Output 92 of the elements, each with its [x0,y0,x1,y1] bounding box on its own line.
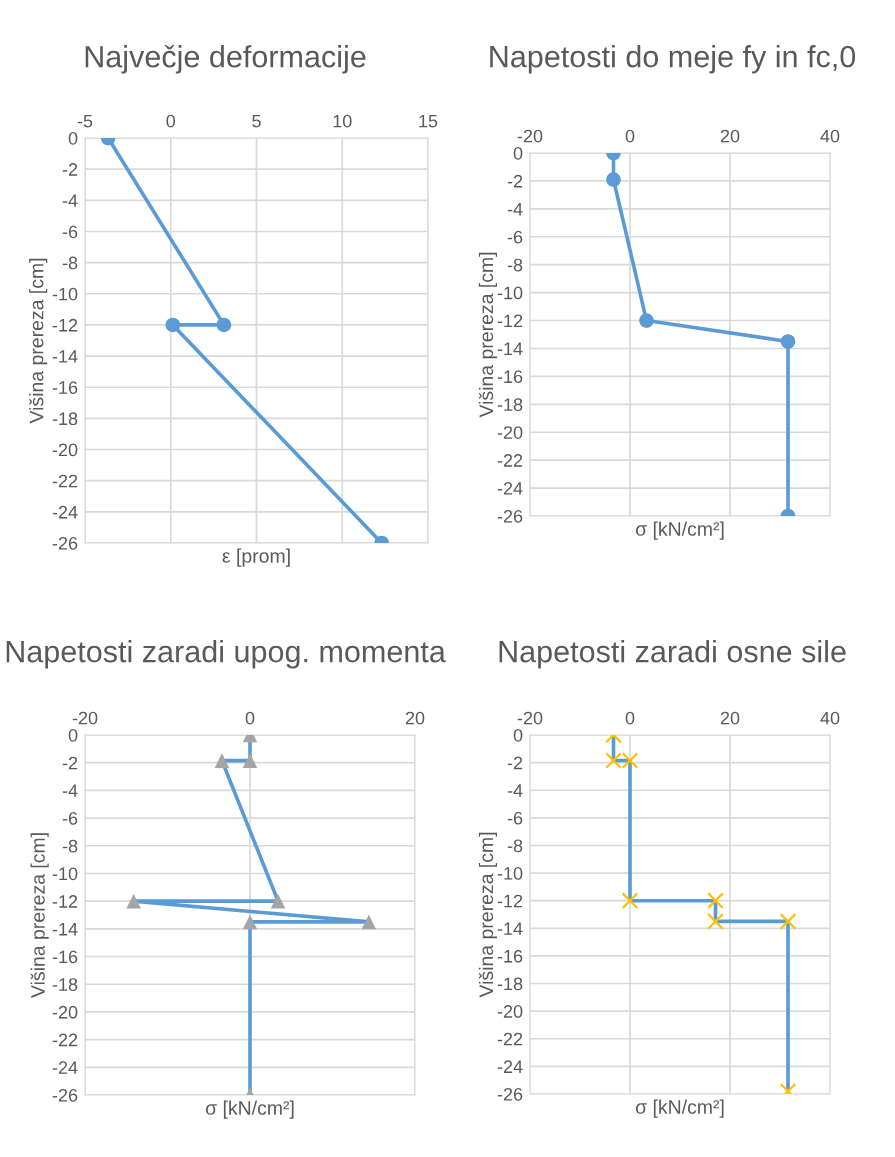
y-tick-label: -2 [507,756,523,770]
y-tick-label: -6 [62,812,78,825]
y-tick-label: -12 [52,318,78,332]
y-tick-label: -24 [52,505,78,519]
y-tick-label: -4 [62,784,78,797]
y-tick-label: -4 [62,194,78,207]
y-tick-label: -6 [62,225,78,239]
point [707,892,724,910]
y-tick-label: -8 [62,256,78,270]
y-axis-title: Višina prereza [cm] [30,833,49,998]
y-tick-label: 0 [513,146,523,160]
point [126,893,141,909]
x-tick-label: -5 [77,114,93,128]
x-tick-label: 0 [245,711,255,725]
y-tick-label: -10 [497,286,523,300]
y-tick-label: -26 [52,1088,78,1102]
x-tick-label: 15 [419,114,438,128]
y-tick-label: -8 [507,258,523,272]
y-tick-label: -20 [52,443,78,457]
y-tick-label: -6 [507,230,523,244]
y-tick-label: -22 [52,1033,78,1047]
y-tick-label: -8 [507,839,523,853]
point [361,914,377,930]
y-tick-label: -10 [52,867,78,881]
point [216,317,232,333]
x-tick-label: 5 [252,114,261,128]
y-tick-label: -24 [52,1061,78,1074]
y-tick-label: -18 [52,978,78,991]
x-axis-title: σ [kN/cm²] [635,1099,724,1118]
x-tick-label: 20 [720,711,740,725]
x-tick-label: 40 [820,711,840,725]
x-axis-title: ε [prom] [222,548,290,567]
y-tick-label: -12 [497,894,523,908]
y-tick-label: -16 [52,950,78,964]
point [165,317,181,333]
y-tick-label: -14 [52,350,78,363]
y-tick-label: -16 [497,370,523,384]
point [621,892,639,910]
chart-title: Največje deformacije [85,45,366,74]
x-tick-label: 0 [625,129,635,143]
y-axis-title: Višina prereza [cm] [29,258,48,424]
y-tick-label: -8 [62,839,78,853]
y-tick-label: -26 [497,1087,523,1101]
y-tick-label: -10 [497,867,523,880]
chart-title: Napetosti zaradi upog. momenta [6,640,446,669]
point [779,913,797,930]
y-tick-label: 0 [513,728,523,742]
x-axis-title: σ [kN/cm²] [205,1100,294,1119]
y-tick-label: -20 [497,1005,523,1018]
point [639,313,654,328]
y-tick-label: -22 [497,1032,523,1046]
y-tick-label: -16 [52,381,78,394]
y-tick-label: -26 [497,509,523,523]
y-tick-label: -22 [52,474,78,488]
y-tick-label: -2 [62,163,78,176]
y-tick-label: -2 [507,174,523,188]
y-tick-label: -4 [507,784,523,797]
x-tick-label: 10 [333,114,352,128]
y-axis-title: Višina prereza [cm] [478,252,497,418]
chart-title: Napetosti zaradi osne sile [499,640,846,669]
y-tick-label: 0 [68,728,78,742]
x-tick-label: 0 [166,114,176,128]
y-tick-label: -18 [497,977,523,991]
y-tick-label: -24 [497,482,523,495]
point [780,334,796,349]
x-tick-label: 20 [405,711,425,725]
x-tick-label: 0 [625,711,635,725]
point [707,913,724,930]
y-tick-label: -12 [52,895,78,908]
y-axis-title: Višina prereza [cm] [478,832,497,998]
x-axis-title: σ [kN/cm²] [635,521,724,540]
y-tick-label: -18 [52,412,78,426]
y-tick-label: -10 [52,287,78,301]
chart-title: Napetosti do meje fy in fc,0 [490,45,856,74]
y-tick-label: -14 [497,922,523,935]
y-tick-label: -22 [497,454,523,467]
y-tick-label: -20 [52,1005,78,1019]
x-tick-label: 20 [720,129,740,143]
y-tick-label: -2 [62,756,78,770]
y-tick-label: -24 [497,1060,523,1073]
y-tick-label: -20 [497,426,523,439]
y-tick-label: -26 [52,536,78,550]
y-tick-label: -12 [497,314,523,328]
y-tick-label: -14 [52,922,78,936]
y-tick-label: -16 [497,949,523,963]
point [242,914,258,930]
x-tick-label: 40 [820,129,840,143]
y-tick-label: -6 [507,811,523,825]
y-tick-label: -4 [507,202,523,216]
y-tick-label: -18 [497,398,523,412]
y-tick-label: -14 [497,342,523,355]
point [270,893,286,909]
